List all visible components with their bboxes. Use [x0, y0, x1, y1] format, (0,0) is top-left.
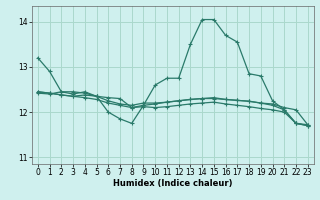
- X-axis label: Humidex (Indice chaleur): Humidex (Indice chaleur): [113, 179, 233, 188]
